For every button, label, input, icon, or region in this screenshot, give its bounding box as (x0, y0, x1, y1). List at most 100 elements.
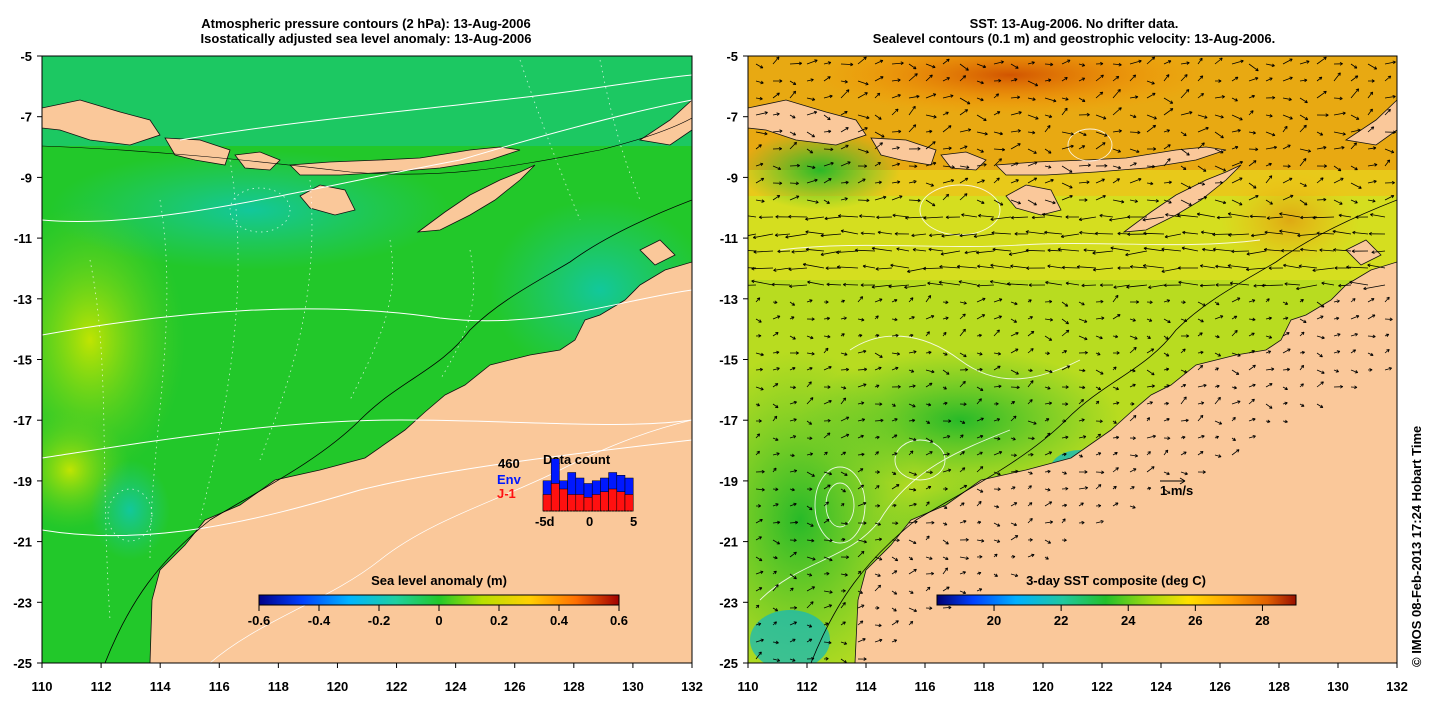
velocity-arrow (1350, 75, 1359, 82)
velocity-arrow (1044, 469, 1051, 474)
velocity-arrow (925, 586, 931, 592)
inset-bar-j1 (542, 494, 552, 512)
velocity-arrow (942, 586, 950, 592)
velocity-arrow (1316, 352, 1323, 358)
velocity-arrow (1057, 247, 1080, 252)
velocity-arrow (1231, 76, 1239, 82)
velocity-arrow (942, 567, 948, 575)
velocity-arrow (777, 249, 791, 254)
velocity-arrow (1061, 402, 1069, 406)
velocity-arrow (1248, 160, 1257, 167)
velocity-arrow (976, 352, 983, 356)
velocity-arrow (1282, 177, 1293, 184)
lat-tick-label: -11 (14, 231, 32, 246)
velocity-arrow (1112, 107, 1122, 116)
velocity-arrow (1129, 162, 1137, 167)
velocity-arrow (1061, 419, 1067, 423)
velocity-arrow (1350, 165, 1358, 171)
velocity-arrow (1214, 454, 1222, 458)
velocity-arrow (1044, 501, 1053, 507)
velocity-arrow (942, 435, 951, 439)
velocity-arrow (959, 177, 969, 184)
velocity-arrow (840, 367, 850, 372)
velocity-arrow (772, 539, 781, 545)
velocity-arrow (959, 380, 966, 388)
velocity-arrow (823, 622, 829, 626)
velocity-arrow (755, 386, 764, 391)
velocity-arrow (1282, 144, 1291, 150)
coastal-contour (209, 419, 692, 663)
velocity-arrow (959, 165, 970, 169)
velocity-arrow (1130, 300, 1140, 304)
velocity-arrow (942, 146, 952, 151)
velocity-arrow (1367, 314, 1376, 320)
sla-colorbar-ticks: -0.6 -0.4 -0.2 0 0.2 0.4 0.6 (248, 605, 628, 628)
velocity-arrow (1333, 199, 1343, 205)
velocity-arrow (1079, 230, 1097, 235)
velocity-arrow (857, 502, 867, 507)
velocity-arrow (1095, 142, 1106, 150)
velocity-arrow (1164, 233, 1182, 239)
velocity-arrow (874, 556, 883, 561)
velocity-arrow (871, 284, 893, 289)
velocity-arrow (1014, 232, 1029, 236)
velocity-arrow (1265, 199, 1273, 205)
banda-islands-sst (1344, 99, 1397, 266)
velocity-arrow (857, 550, 865, 558)
velocity-arrow (1112, 294, 1119, 303)
velocity-arrow (891, 108, 899, 116)
velocity-arrow (1127, 232, 1148, 237)
velocity-arrow (1300, 247, 1318, 252)
velocity-arrow (1332, 229, 1352, 235)
lon-tick-label: 118 (268, 679, 289, 694)
velocity-arrow (1384, 333, 1390, 337)
velocity-arrow (1010, 415, 1017, 422)
velocity-arrow (806, 381, 812, 388)
velocity-arrow (1112, 148, 1121, 153)
velocity-arrow (789, 114, 796, 119)
velocity-arrow (1044, 401, 1053, 406)
velocity-arrow (1027, 97, 1036, 101)
velocity-arrow (1129, 368, 1136, 373)
colorbar-tick-label: 20 (987, 613, 1001, 628)
velocity-arrow (1010, 535, 1019, 541)
velocity-arrow (1129, 415, 1137, 422)
velocity-arrow (1248, 94, 1256, 99)
velocity-arrow (1231, 369, 1240, 375)
velocity-arrow (1384, 60, 1396, 65)
velocity-arrow (993, 573, 998, 577)
velocity-arrow (1146, 401, 1153, 405)
velocity-arrow (772, 300, 778, 304)
velocity-arrow (772, 332, 779, 337)
velocity-arrow (1299, 97, 1308, 104)
velocity-arrow (755, 63, 764, 69)
velocity-arrow (1163, 471, 1170, 476)
velocity-arrow (805, 216, 825, 221)
velocity-arrow (990, 263, 1012, 269)
velocity-arrow (1263, 247, 1284, 252)
velocity-arrow (908, 502, 917, 507)
velocity-arrow (1061, 265, 1080, 270)
velocity-arrow (1095, 316, 1105, 321)
sst-colorbar-ticks: 20 22 24 26 28 (987, 605, 1270, 628)
velocity-arrow (993, 131, 1003, 136)
velocity-arrow (806, 487, 813, 491)
velocity-arrow (840, 79, 848, 84)
left-map-title: Atmospheric pressure contours (2 hPa): 1… (40, 16, 692, 46)
velocity-arrow (1095, 433, 1102, 439)
velocity-arrow (1109, 216, 1131, 222)
velocity-arrow (874, 470, 880, 474)
velocity-arrow (940, 250, 961, 256)
lon-tick-label: 110 (32, 679, 53, 694)
velocity-arrow (1061, 518, 1066, 524)
velocity-arrow (1282, 125, 1288, 133)
velocity-arrow (1112, 314, 1121, 320)
velocity-arrow (1078, 301, 1085, 306)
velocity-arrow (908, 450, 914, 456)
velocity-arrow (755, 450, 760, 456)
velocity-arrow (1163, 60, 1172, 65)
velocity-arrow (1282, 301, 1289, 305)
velocity-arrow (1384, 367, 1392, 371)
velocity-arrow (1095, 484, 1102, 490)
